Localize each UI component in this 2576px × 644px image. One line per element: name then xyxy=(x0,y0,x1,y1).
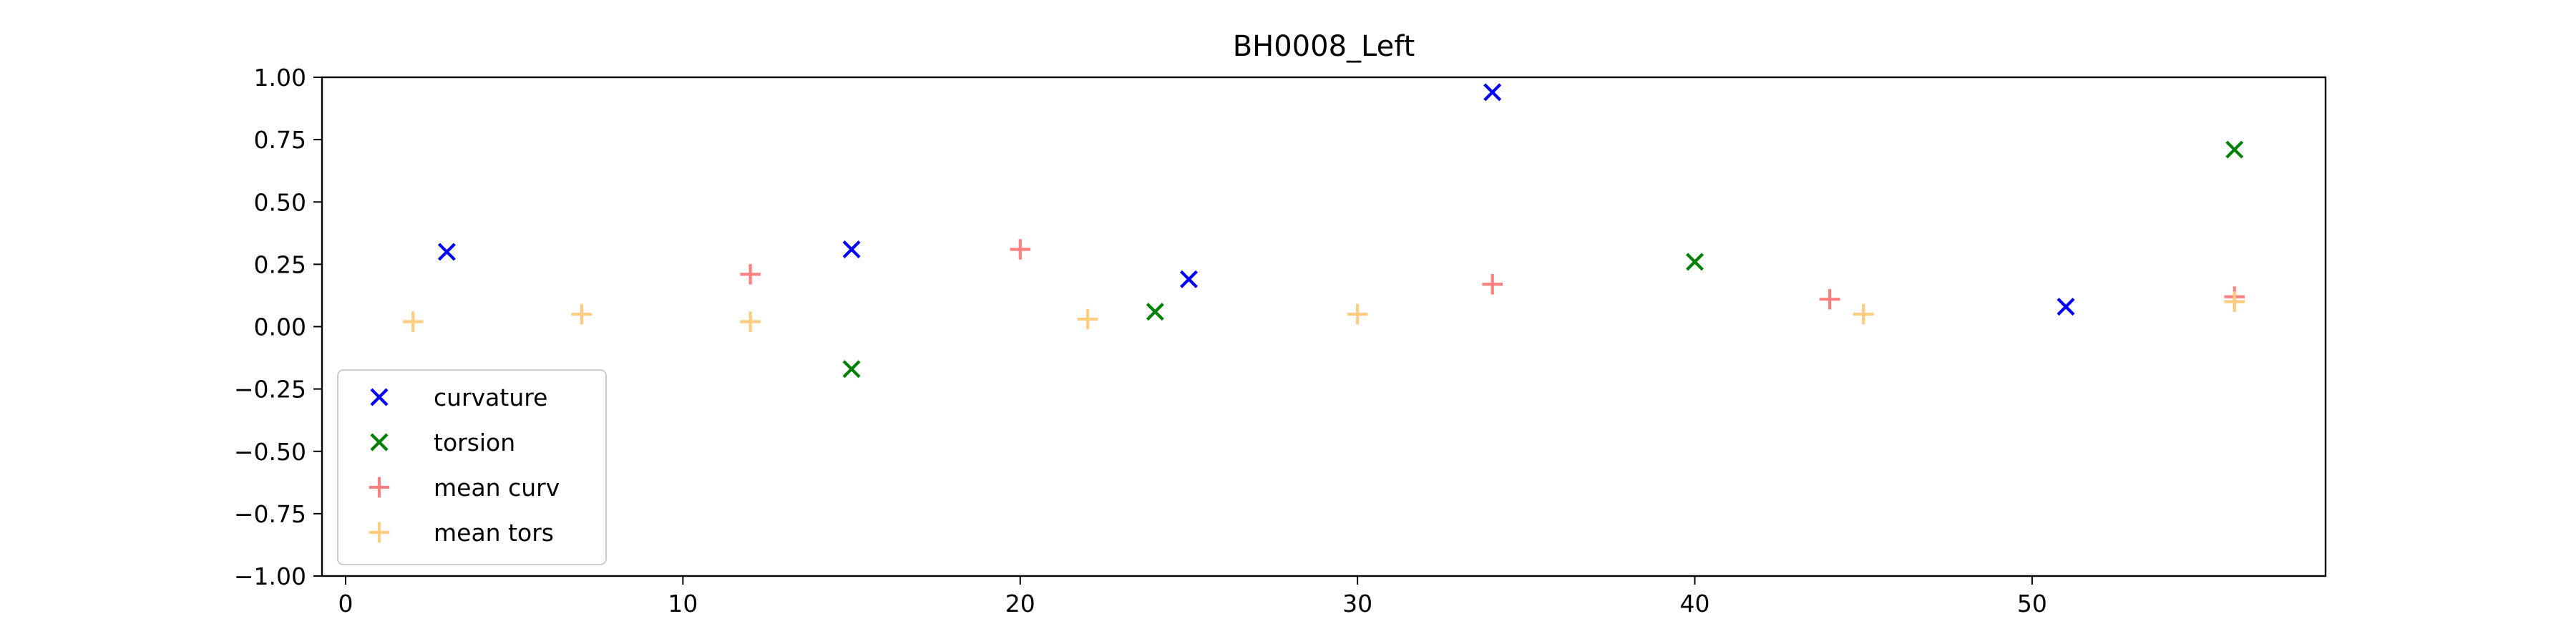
y-tick-label: −1.00 xyxy=(234,562,306,590)
legend-box xyxy=(337,369,607,565)
point-mean-tors xyxy=(571,303,592,325)
x-tick-label: 40 xyxy=(1680,590,1710,618)
point-mean-tors xyxy=(402,311,424,332)
x-tick-label: 20 xyxy=(1005,590,1035,618)
y-tick-label: −0.50 xyxy=(234,438,306,466)
chart-title: BH0008_Left xyxy=(1233,30,1415,63)
legend-label: torsion xyxy=(434,429,515,457)
point-curvature xyxy=(1483,83,1502,102)
legend-marker xyxy=(369,477,390,498)
point-mean-curv xyxy=(1482,273,1503,295)
legend-label: mean tors xyxy=(434,519,554,547)
legend-marker xyxy=(370,388,389,406)
x-tick-label: 30 xyxy=(1342,590,1372,618)
data-markers xyxy=(402,83,2245,379)
y-tick-label: 0.50 xyxy=(254,188,306,216)
legend-marker xyxy=(370,433,389,452)
point-curvature xyxy=(1179,270,1198,288)
point-curvature xyxy=(437,243,456,261)
point-torsion xyxy=(1146,303,1164,321)
y-tick-label: −0.25 xyxy=(234,376,306,404)
x-axis: 0 10 20 30 40 50 xyxy=(338,576,2047,618)
legend: curvature torsion mean curv mean tors xyxy=(337,369,607,565)
y-tick-label: −0.75 xyxy=(234,500,306,528)
point-torsion xyxy=(1686,253,1704,271)
y-tick-label: 1.00 xyxy=(254,64,306,92)
point-curvature xyxy=(842,240,861,258)
y-axis: 1.00 0.75 0.50 0.25 0.00 −0.25 −0.50 −0.75 −1.00 xyxy=(234,64,322,590)
point-mean-curv xyxy=(740,264,761,285)
legend-marker xyxy=(369,522,390,543)
point-mean-tors xyxy=(1077,308,1098,330)
x-tick-label: 50 xyxy=(2017,590,2047,618)
point-mean-curv xyxy=(1819,288,1840,310)
point-mean-tors xyxy=(1853,303,1874,325)
point-mean-curv xyxy=(1010,239,1031,260)
plot-area-frame xyxy=(321,76,2327,577)
y-tick-label: 0.00 xyxy=(254,313,306,341)
legend-label: mean curv xyxy=(434,474,560,502)
x-tick-label: 10 xyxy=(668,590,698,618)
legend-label: curvature xyxy=(434,384,547,411)
point-curvature xyxy=(2057,298,2075,316)
point-mean-tors xyxy=(1347,303,1368,325)
point-mean-tors xyxy=(740,311,761,332)
point-torsion xyxy=(842,360,861,379)
point-mean-tors xyxy=(2224,291,2245,312)
point-torsion xyxy=(2225,140,2244,159)
y-tick-label: 0.75 xyxy=(254,126,306,154)
x-tick-label: 0 xyxy=(338,590,353,618)
y-tick-label: 0.25 xyxy=(254,250,306,278)
